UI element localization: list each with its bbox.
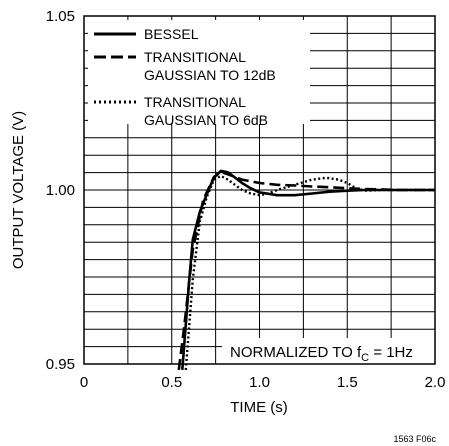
series-line-3	[184, 174, 435, 370]
plot-frame	[83, 15, 436, 365]
x-axis-title: TIME (s)	[230, 399, 288, 416]
svg-text:TRANSITIONAL GAUSSIAN TO: TRANSITIONAL GAUSSIAN TO 12dB	[144, 49, 276, 83]
y-axis-title: OUTPUT VOLTAGE (V)	[10, 111, 27, 269]
figure-id: 1563 F06c	[393, 434, 436, 444]
x-tick-label: 2.0	[425, 374, 446, 391]
annotation-background	[222, 338, 435, 364]
x-tick-label: 0	[80, 374, 88, 391]
legend-label-transitional-6db-line2: GAUSSIAN TO 6dB	[144, 112, 268, 128]
x-tick-label: 0.5	[161, 374, 182, 391]
legend-label-transitional-12db-line2: GAUSSIAN TO 12dB	[144, 67, 276, 83]
y-tick-label: 0.95	[46, 356, 75, 373]
y-tick-label: 1.00	[46, 182, 75, 199]
x-tick-label: 1.0	[249, 374, 270, 391]
legend-background	[88, 20, 310, 124]
y-tick-label: 1.05	[46, 8, 75, 25]
legend: BESSEL TRANSITIONAL GAUSSIAN TO 12dB TRA…	[88, 20, 310, 128]
x-tick-label: 1.5	[337, 374, 358, 391]
series-lines	[177, 169, 435, 371]
normalization-annotation: NORMALIZED TO fC = 1Hz	[230, 344, 413, 364]
series-line-2	[177, 170, 435, 371]
svg-text:TRANSITIONAL GAUSSIAN TO: TRANSITIONAL GAUSSIAN TO 6dB	[144, 94, 268, 128]
tick-labels: 0 0.5 1.0 1.5 2.0 0.95 1.00 1.05	[46, 8, 446, 391]
legend-label-transitional-12db-line1: TRANSITIONAL	[144, 49, 246, 65]
legend-label-transitional-6db-line1: TRANSITIONAL	[144, 94, 246, 110]
legend-label-bessel: BESSEL	[144, 26, 199, 42]
